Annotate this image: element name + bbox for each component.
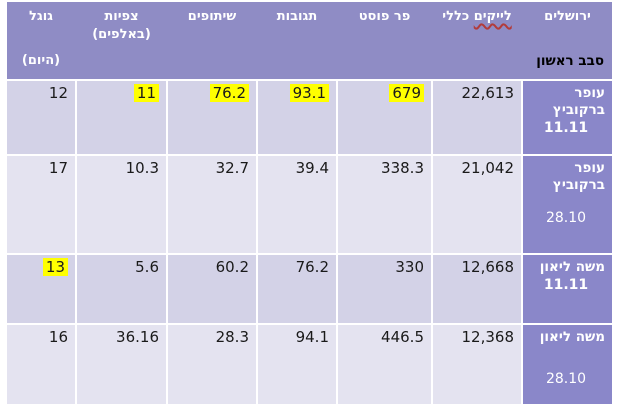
candidate-name: עופר ברקוביץ — [552, 160, 605, 193]
candidate-name: עופר ברקוביץ — [552, 85, 605, 118]
header-per-post: פר פוסט — [338, 2, 431, 79]
table-row: משה ליאון 11.11 12,668 330 76.2 60.2 5.6… — [7, 255, 612, 323]
cell-per-post: 679 — [338, 81, 431, 154]
cell-google: 12 — [7, 81, 75, 154]
row-header-candidate: עופר ברקוביץ 11.11 — [523, 81, 612, 154]
row-date: 28.10 — [545, 371, 587, 387]
cell-per-post: 446.5 — [338, 325, 431, 404]
header-likes-word-rest: כללי — [442, 9, 470, 24]
cell-views: 5.6 — [77, 255, 166, 323]
header-shares: שיתופים — [168, 2, 256, 79]
cell-views: 10.3 — [77, 156, 166, 253]
candidate-name: משה ליאון — [539, 259, 605, 275]
row-header-candidate: עופר ברקוביץ 28.10 — [523, 156, 612, 253]
cell-total-likes: 12,668 — [433, 255, 521, 323]
cell-total-likes: 22,613 — [433, 81, 521, 154]
cell-google: 16 — [7, 325, 75, 404]
row-header-candidate: משה ליאון 28.10 — [523, 325, 612, 404]
campaign-stats-table: ירושלים סבב ראשון לייקים כללי פר פוסט תג… — [7, 2, 612, 404]
row-date: 11.11 — [543, 277, 589, 293]
cell-per-post: 330 — [338, 255, 431, 323]
header-views: צפיות (באלפים) — [77, 2, 166, 79]
cell-comments: 94.1 — [258, 325, 336, 404]
cell-shares: 76.2 — [168, 81, 256, 154]
header-views-sublabel: (באלפים) — [92, 27, 151, 42]
table-row: עופר ברקוביץ 28.10 21,042 338.3 39.4 32.… — [7, 156, 612, 253]
cell-shares: 32.7 — [168, 156, 256, 253]
table-row: עופר ברקוביץ 11.11 22,613 679 93.1 76.2 … — [7, 81, 612, 154]
cell-comments: 76.2 — [258, 255, 336, 323]
header-google: גוגל (היום) — [7, 2, 75, 79]
row-date: 28.10 — [545, 210, 587, 226]
header-grid: ירושלים סבב ראשון לייקים כללי פר פוסט תג… — [7, 2, 612, 79]
cell-views: 11 — [77, 81, 166, 154]
cell-google: 17 — [7, 156, 75, 253]
header-views-label: צפיות — [104, 9, 139, 24]
table-row: משה ליאון 28.10 12,368 446.5 94.1 28.3 3… — [7, 325, 612, 404]
header-total-likes: לייקים כללי — [433, 2, 521, 79]
table-header-row: ירושלים סבב ראשון לייקים כללי פר פוסט תג… — [7, 2, 612, 79]
row-header-candidate: משה ליאון 11.11 — [523, 255, 612, 323]
cell-per-post: 338.3 — [338, 156, 431, 253]
header-google-label: גוגל — [29, 9, 53, 24]
row-date: 11.11 — [543, 120, 589, 136]
header-shares-label: שיתופים — [187, 9, 237, 24]
header-round-label: סבב ראשון — [536, 53, 604, 69]
header-comments-label: תגובות — [276, 9, 318, 24]
cell-comments: 93.1 — [258, 81, 336, 154]
header-likes-word-misspelled: לייקים — [473, 9, 512, 24]
header-per-post-label: פר פוסט — [358, 9, 411, 24]
header-comments: תגובות — [258, 2, 336, 79]
header-jerusalem-label: ירושלים — [544, 9, 591, 24]
cell-views: 36.16 — [77, 325, 166, 404]
cell-shares: 28.3 — [168, 325, 256, 404]
cell-shares: 60.2 — [168, 255, 256, 323]
cell-total-likes: 21,042 — [433, 156, 521, 253]
header-jerusalem: ירושלים סבב ראשון — [523, 2, 612, 79]
cell-google: 13 — [7, 255, 75, 323]
cell-comments: 39.4 — [258, 156, 336, 253]
candidate-name: משה ליאון — [539, 329, 605, 345]
header-google-sublabel: (היום) — [21, 53, 61, 68]
cell-total-likes: 12,368 — [433, 325, 521, 404]
